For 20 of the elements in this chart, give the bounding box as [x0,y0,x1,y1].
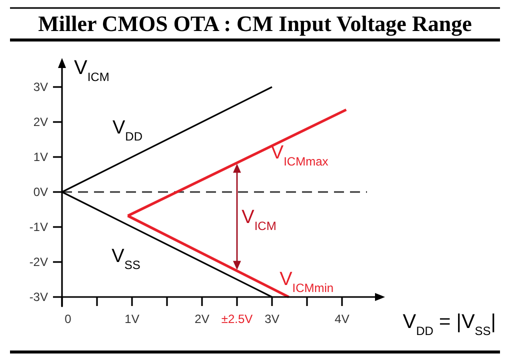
y-tick-label: 3V [33,80,48,94]
x-tick-label: 0 [64,312,72,326]
series-label: V$_{SS}$ [112,246,140,272]
series-label: V$_{DD}$ [112,117,143,144]
x-tick-label: 3V [264,312,280,326]
y-tick-label: 1V [33,150,48,164]
y-tick-label: -2V [29,255,48,269]
y-axis-title: V$_{ICM}$ [74,57,110,84]
annotation: V$_{ICM}$ [242,206,276,233]
x-tick-label: 4V [334,312,350,326]
y-tick-label: -1V [29,220,48,234]
y-tick-label: -3V [29,290,48,304]
x-tick-label: 1V [124,312,140,326]
y-tick-label: 2V [33,115,48,129]
chart-title: Miller CMOS OTA : CM Input Voltage Range [38,11,472,36]
x-tick-label: ±2.5V [221,312,253,326]
x-tick-label: 2V [194,312,210,326]
series-label: V$_{ICMmin}$ [280,268,334,295]
x-axis-title: V$_{DD}$ = |V$_{SS}$| [402,311,496,338]
y-tick-label: 0V [33,185,48,199]
